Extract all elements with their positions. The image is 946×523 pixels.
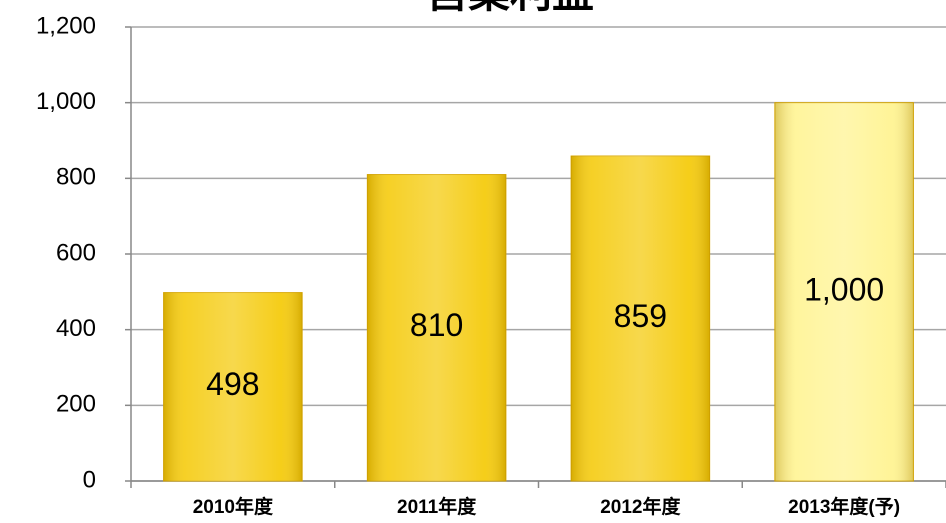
x-tick-label: 2010年度: [193, 495, 274, 518]
data-label: 859: [614, 298, 667, 334]
x-tick-label: 2011年度: [397, 495, 477, 518]
y-tick-label: 1,200: [36, 12, 96, 39]
x-tick-label: 2012年度: [600, 495, 681, 518]
x-tick-label: 2013年度(予): [788, 495, 900, 518]
y-tick-label: 600: [56, 239, 96, 266]
bar-sheen: [774, 102, 914, 482]
y-tick-label: 1,000: [36, 88, 96, 115]
y-tick-label: 200: [56, 391, 96, 418]
chart-title: 営業利益: [426, 0, 594, 16]
y-tick-label: 800: [56, 164, 96, 191]
data-label: 810: [410, 307, 463, 343]
data-label: 498: [206, 366, 259, 402]
bar-sheen: [571, 156, 710, 482]
bar-sheen: [163, 292, 303, 481]
y-tick-label: 400: [56, 315, 96, 342]
y-tick-label: 0: [83, 466, 96, 493]
data-label: 1,000: [804, 271, 884, 307]
bar-sheen: [367, 174, 506, 482]
